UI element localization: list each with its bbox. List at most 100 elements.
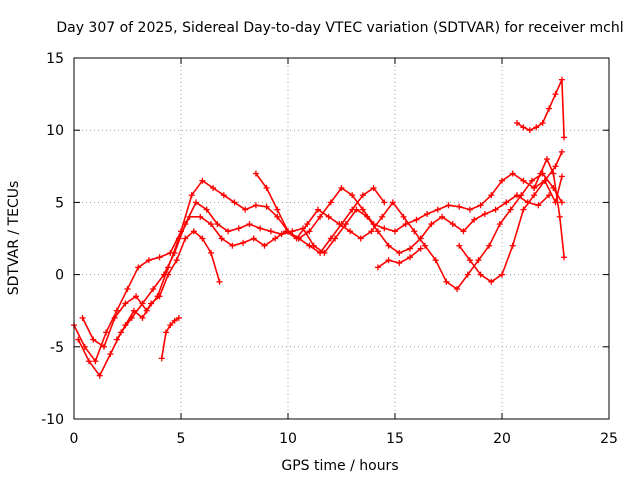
- y-tick-label: 10: [46, 123, 64, 139]
- data-point: [261, 242, 268, 249]
- data-point: [520, 124, 527, 131]
- data-point: [488, 278, 495, 285]
- data-point: [349, 192, 356, 199]
- data-point: [432, 257, 439, 264]
- data-point: [274, 213, 281, 220]
- data-point: [558, 199, 565, 206]
- series-sat-a: [71, 148, 565, 365]
- series-line: [73, 151, 563, 362]
- series-sat-j: [513, 76, 568, 141]
- data-point: [417, 245, 424, 252]
- data-point: [163, 329, 170, 336]
- data-point: [509, 170, 516, 177]
- series-line: [533, 158, 565, 258]
- data-point: [327, 199, 334, 206]
- data-point: [499, 271, 505, 278]
- data-point: [445, 202, 452, 209]
- x-tick-label: 0: [70, 431, 79, 447]
- data-point: [139, 314, 146, 321]
- data-point: [364, 213, 371, 220]
- data-point: [357, 235, 364, 242]
- data-point: [257, 225, 264, 232]
- data-point: [558, 173, 565, 180]
- data-point: [460, 228, 467, 235]
- data-point: [96, 372, 103, 379]
- data-point: [156, 293, 163, 300]
- data-point: [327, 235, 334, 242]
- data-point: [242, 206, 249, 213]
- data-point: [231, 199, 238, 206]
- data-point: [175, 314, 182, 321]
- data-point: [552, 91, 559, 98]
- series-sat-c: [79, 170, 565, 350]
- data-point: [220, 192, 227, 199]
- data-point: [411, 228, 418, 235]
- data-point: [246, 221, 253, 228]
- data-point: [124, 286, 131, 293]
- data-point: [379, 213, 386, 220]
- data-point: [374, 228, 381, 235]
- data-point: [314, 206, 321, 213]
- data-point: [285, 228, 291, 235]
- data-point: [235, 225, 242, 232]
- data-point: [225, 228, 232, 235]
- data-point: [546, 105, 553, 112]
- data-point: [499, 177, 505, 184]
- data-point: [496, 221, 503, 228]
- data-point: [111, 314, 118, 321]
- data-point: [471, 216, 478, 223]
- data-point: [175, 235, 182, 242]
- data-point: [156, 254, 163, 261]
- data-point: [79, 314, 86, 321]
- data-point: [186, 213, 193, 220]
- series-line: [81, 172, 563, 348]
- data-point: [150, 286, 157, 293]
- data-point: [368, 228, 375, 235]
- data-point: [250, 235, 257, 242]
- data-point: [133, 293, 140, 300]
- x-tick-label: 20: [493, 431, 511, 447]
- data-point: [454, 286, 461, 293]
- data-point: [531, 184, 538, 191]
- data-point: [203, 206, 210, 213]
- data-point: [240, 239, 247, 246]
- data-point: [552, 163, 559, 170]
- data-point: [558, 76, 565, 83]
- data-point: [381, 225, 388, 232]
- data-point: [85, 358, 92, 365]
- series-line: [458, 176, 563, 283]
- data-point: [122, 322, 129, 329]
- data-point: [192, 199, 199, 206]
- data-point: [92, 358, 99, 365]
- grid: [74, 58, 609, 419]
- data-point: [173, 257, 180, 264]
- series-sat-i: [531, 156, 568, 261]
- data-point: [317, 213, 324, 220]
- series-sat-g: [374, 245, 424, 271]
- data-point: [100, 343, 107, 350]
- data-point: [558, 148, 565, 155]
- y-tick-label: 5: [55, 195, 64, 211]
- x-tick-label: 10: [279, 431, 297, 447]
- y-axis-title: SDTVAR / TECUs: [6, 181, 22, 296]
- data-point: [145, 257, 152, 264]
- data-point: [464, 271, 471, 278]
- series-line: [77, 194, 550, 377]
- chart-title: Day 307 of 2025, Sidereal Day-to-day VTE…: [56, 20, 623, 36]
- data-point: [385, 242, 392, 249]
- series-group: [71, 76, 568, 379]
- plot-frame: [73, 57, 610, 420]
- data-point: [370, 184, 377, 191]
- data-point: [466, 206, 473, 213]
- data-point: [90, 336, 97, 343]
- data-point: [526, 127, 533, 134]
- data-point: [218, 235, 225, 242]
- data-point: [207, 221, 214, 228]
- data-point: [520, 206, 527, 213]
- data-point: [272, 235, 279, 242]
- x-tick-label: 5: [177, 431, 186, 447]
- data-point: [317, 249, 324, 256]
- data-point: [513, 119, 520, 126]
- data-point: [556, 213, 563, 220]
- data-point: [381, 199, 388, 206]
